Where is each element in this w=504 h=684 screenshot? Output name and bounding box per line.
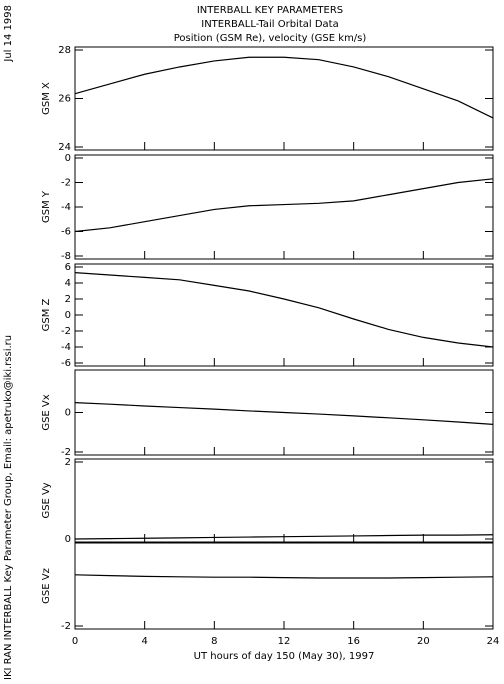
y-tick-label: -6 — [61, 358, 71, 369]
y-axis-label: GSM X — [41, 82, 52, 115]
y-tick-label: 2 — [65, 457, 71, 468]
x-tick-label: 0 — [72, 636, 78, 647]
panel-frame — [74, 46, 494, 151]
y-axis-label: GSE Vx — [41, 394, 52, 430]
credit-label: IKI RAN INTERBALL Key Parameter Group, E… — [3, 335, 14, 680]
data-line — [74, 402, 494, 425]
title-line: Position (GSM Re), velocity (GSE km/s) — [174, 33, 367, 44]
title-line: INTERBALL KEY PARAMETERS — [197, 5, 343, 16]
x-tick-label: 20 — [417, 636, 430, 647]
x-tick-label: 8 — [211, 636, 217, 647]
y-tick-label: -2 — [61, 326, 71, 337]
y-tick-label: 4 — [65, 278, 71, 289]
data-line — [74, 56, 494, 119]
y-axis-label: GSE Vz — [41, 568, 52, 604]
date-label: Jul 14 1998 — [3, 5, 14, 63]
panel-frame — [74, 458, 494, 543]
y-axis-label: GSM Z — [41, 298, 52, 331]
x-tick-label: 12 — [278, 636, 291, 647]
y-tick-label: -2 — [61, 447, 71, 458]
x-tick-label: 4 — [141, 636, 147, 647]
y-tick-label: 6 — [65, 262, 71, 273]
x-tick-label: 24 — [487, 636, 500, 647]
y-tick-label: -4 — [61, 342, 71, 353]
y-axis-label: GSM Y — [41, 190, 52, 223]
y-tick-label: 28 — [58, 45, 71, 56]
y-tick-label: 0 — [65, 310, 71, 321]
y-tick-label: 24 — [58, 142, 71, 153]
data-line — [74, 178, 494, 233]
data-line — [74, 272, 494, 348]
panel-frame — [74, 542, 494, 630]
data-line — [74, 574, 494, 579]
x-axis-label: UT hours of day 150 (May 30), 1997 — [194, 651, 375, 662]
y-axis-label: GSE Vy — [41, 482, 52, 518]
y-tick-label: 2 — [65, 294, 71, 305]
data-line — [74, 534, 494, 540]
panel-frame — [74, 263, 494, 367]
y-tick-label: -2 — [61, 178, 71, 189]
y-tick-label: 0 — [65, 408, 71, 419]
y-tick-label: -4 — [61, 202, 71, 213]
y-tick-label: -2 — [61, 621, 71, 632]
x-tick-label: 16 — [347, 636, 360, 647]
panel-frame — [74, 154, 494, 260]
y-tick-label: 0 — [65, 153, 71, 164]
y-tick-label: 26 — [58, 94, 71, 105]
y-tick-label: -8 — [61, 251, 71, 262]
y-tick-label: -6 — [61, 227, 71, 238]
y-tick-label: 0 — [65, 534, 71, 545]
title-line: INTERBALL-Tail Orbital Data — [201, 19, 338, 30]
